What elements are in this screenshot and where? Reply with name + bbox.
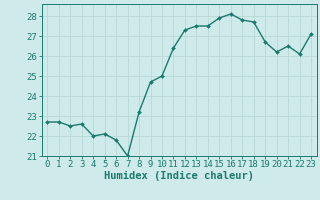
X-axis label: Humidex (Indice chaleur): Humidex (Indice chaleur) (104, 171, 254, 181)
